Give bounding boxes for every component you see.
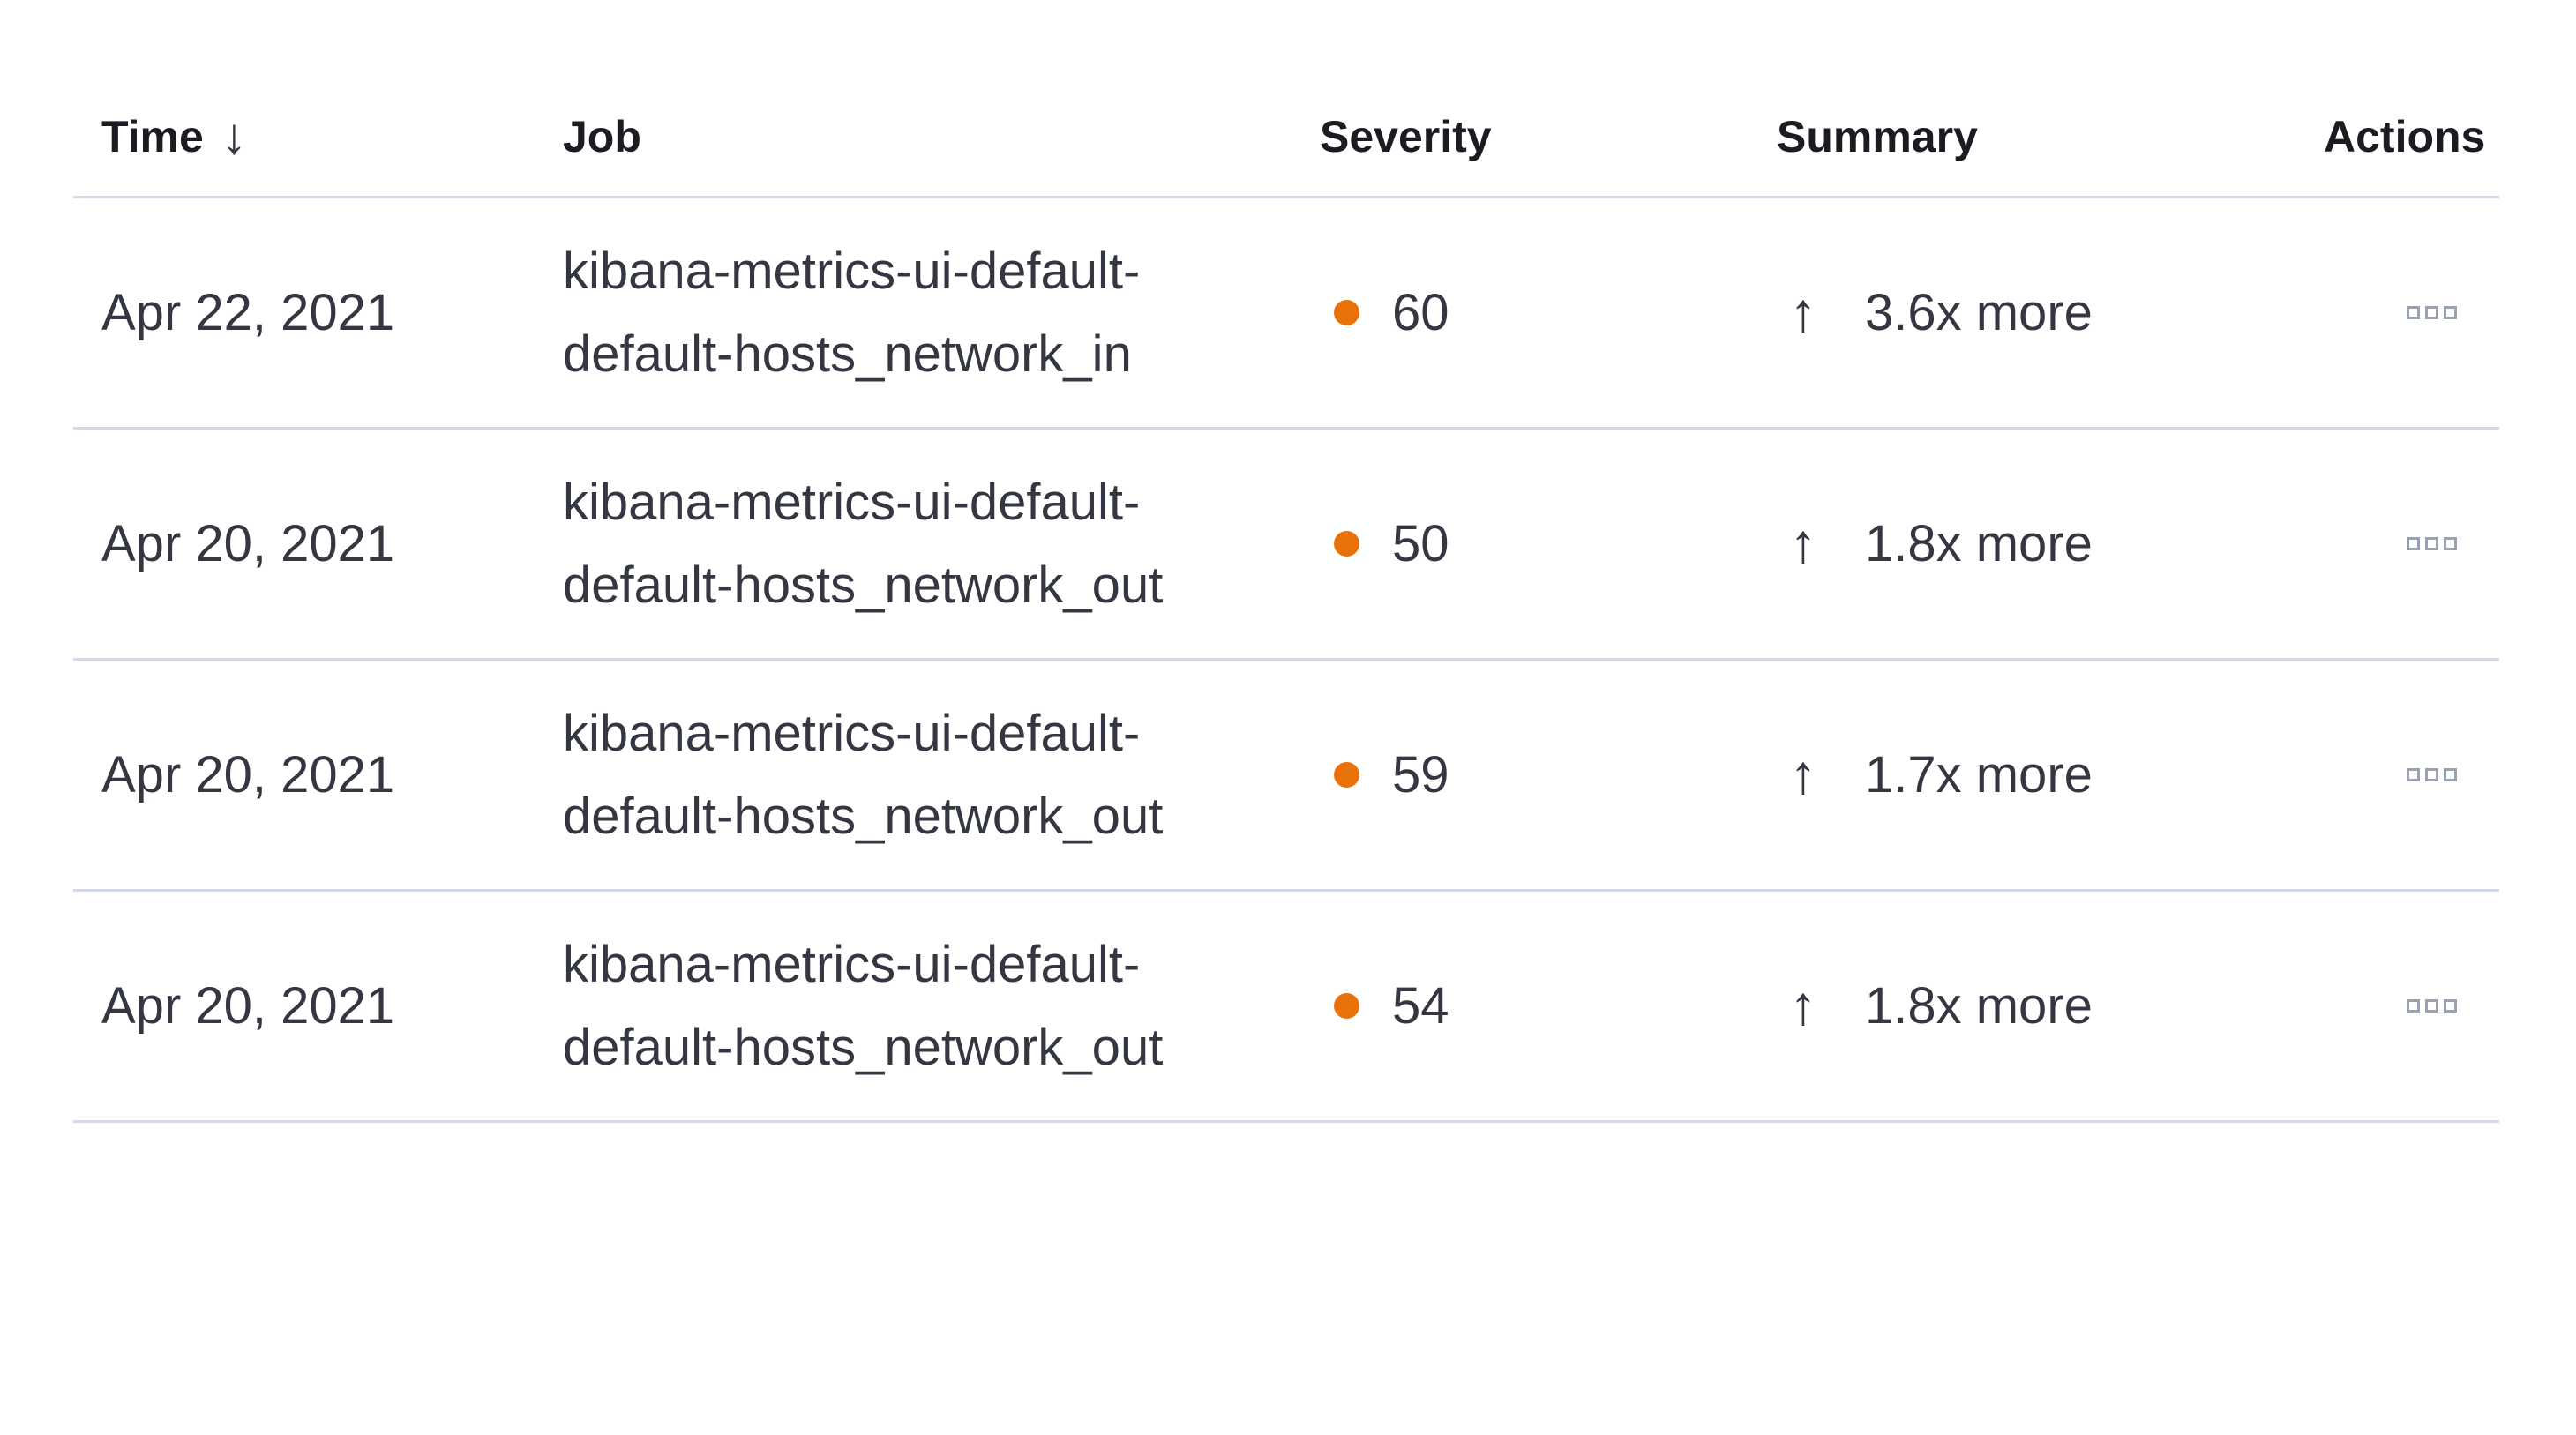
table-row: Apr 20, 2021 kibana-metrics-ui-default-d… — [73, 430, 2499, 661]
severity-cell: 50 — [1292, 514, 1749, 573]
severity-dot-box — [1320, 993, 1373, 1019]
summary-cell: ↑ 1.8x more — [1749, 976, 2295, 1035]
severity-dot-icon — [1333, 993, 1359, 1019]
severity-value: 54 — [1392, 977, 1449, 1035]
severity-dot-icon — [1333, 531, 1359, 557]
job-cell: kibana-metrics-ui-default-default-hosts_… — [535, 692, 1292, 858]
severity-dot-box — [1320, 762, 1373, 788]
actions-menu-button[interactable] — [2407, 306, 2457, 319]
column-header-job[interactable]: Job — [535, 111, 1292, 162]
time-value: Apr 22, 2021 — [101, 284, 395, 341]
actions-cell — [2295, 306, 2499, 319]
severity-value: 59 — [1392, 746, 1449, 803]
boxes-horizontal-icon — [2407, 999, 2420, 1013]
actions-cell — [2295, 999, 2499, 1013]
arrow-up-icon: ↑ — [1789, 512, 1817, 574]
severity-dot-icon — [1333, 300, 1359, 325]
severity-dot-box — [1320, 531, 1373, 557]
actions-menu-button[interactable] — [2407, 768, 2457, 781]
severity-cell: 59 — [1292, 745, 1749, 804]
column-header-actions-label: Actions — [2324, 112, 2486, 161]
severity-cell: 60 — [1292, 283, 1749, 342]
time-value: Apr 20, 2021 — [101, 746, 395, 803]
column-header-actions: Actions — [2295, 111, 2485, 162]
time-cell: Apr 20, 2021 — [73, 514, 535, 573]
boxes-horizontal-icon — [2407, 537, 2420, 550]
job-name: kibana-metrics-ui-default-default-hosts_… — [563, 242, 1141, 383]
time-value: Apr 20, 2021 — [101, 515, 395, 572]
arrow-up-icon: ↑ — [1789, 281, 1817, 343]
time-cell: Apr 22, 2021 — [73, 283, 535, 342]
job-name: kibana-metrics-ui-default-default-hosts_… — [563, 704, 1164, 845]
actions-cell — [2295, 537, 2499, 550]
job-cell: kibana-metrics-ui-default-default-hosts_… — [535, 923, 1292, 1089]
actions-cell — [2295, 768, 2499, 781]
column-header-job-label: Job — [563, 112, 641, 161]
column-header-time-label: Time — [101, 112, 204, 161]
summary-cell: ↑ 1.8x more — [1749, 514, 2295, 573]
anomalies-table: Time ↓ Job Severity Summary Actions Apr … — [73, 78, 2499, 1123]
actions-menu-button[interactable] — [2407, 999, 2457, 1013]
severity-value: 50 — [1392, 515, 1449, 572]
job-name: kibana-metrics-ui-default-default-hosts_… — [563, 935, 1164, 1076]
column-header-severity-label: Severity — [1320, 112, 1492, 161]
time-value: Apr 20, 2021 — [101, 977, 395, 1035]
boxes-horizontal-icon — [2407, 768, 2420, 781]
column-header-severity[interactable]: Severity — [1292, 111, 1749, 162]
severity-value: 60 — [1392, 284, 1449, 341]
time-cell: Apr 20, 2021 — [73, 976, 535, 1035]
severity-dot-icon — [1333, 762, 1359, 788]
arrow-up-icon: ↑ — [1789, 975, 1817, 1036]
job-cell: kibana-metrics-ui-default-default-hosts_… — [535, 230, 1292, 396]
table-row: Apr 20, 2021 kibana-metrics-ui-default-d… — [73, 892, 2499, 1123]
summary-cell: ↑ 1.7x more — [1749, 745, 2295, 804]
column-header-time[interactable]: Time ↓ — [73, 111, 535, 162]
time-cell: Apr 20, 2021 — [73, 745, 535, 804]
job-cell: kibana-metrics-ui-default-default-hosts_… — [535, 461, 1292, 627]
summary-value: 1.7x more — [1865, 746, 2093, 803]
arrow-up-icon: ↑ — [1789, 744, 1817, 805]
summary-value: 1.8x more — [1865, 977, 2093, 1035]
column-header-summary-label: Summary — [1777, 112, 1978, 161]
summary-value: 3.6x more — [1865, 284, 2093, 341]
table-row: Apr 22, 2021 kibana-metrics-ui-default-d… — [73, 198, 2499, 430]
severity-cell: 54 — [1292, 976, 1749, 1035]
actions-menu-button[interactable] — [2407, 537, 2457, 550]
summary-value: 1.8x more — [1865, 515, 2093, 572]
sort-down-icon: ↓ — [221, 108, 247, 165]
job-name: kibana-metrics-ui-default-default-hosts_… — [563, 473, 1164, 614]
column-header-summary[interactable]: Summary — [1749, 111, 2295, 162]
severity-dot-box — [1320, 300, 1373, 325]
boxes-horizontal-icon — [2407, 306, 2420, 319]
table-row: Apr 20, 2021 kibana-metrics-ui-default-d… — [73, 661, 2499, 892]
table-header-row: Time ↓ Job Severity Summary Actions — [73, 78, 2499, 198]
summary-cell: ↑ 3.6x more — [1749, 283, 2295, 342]
